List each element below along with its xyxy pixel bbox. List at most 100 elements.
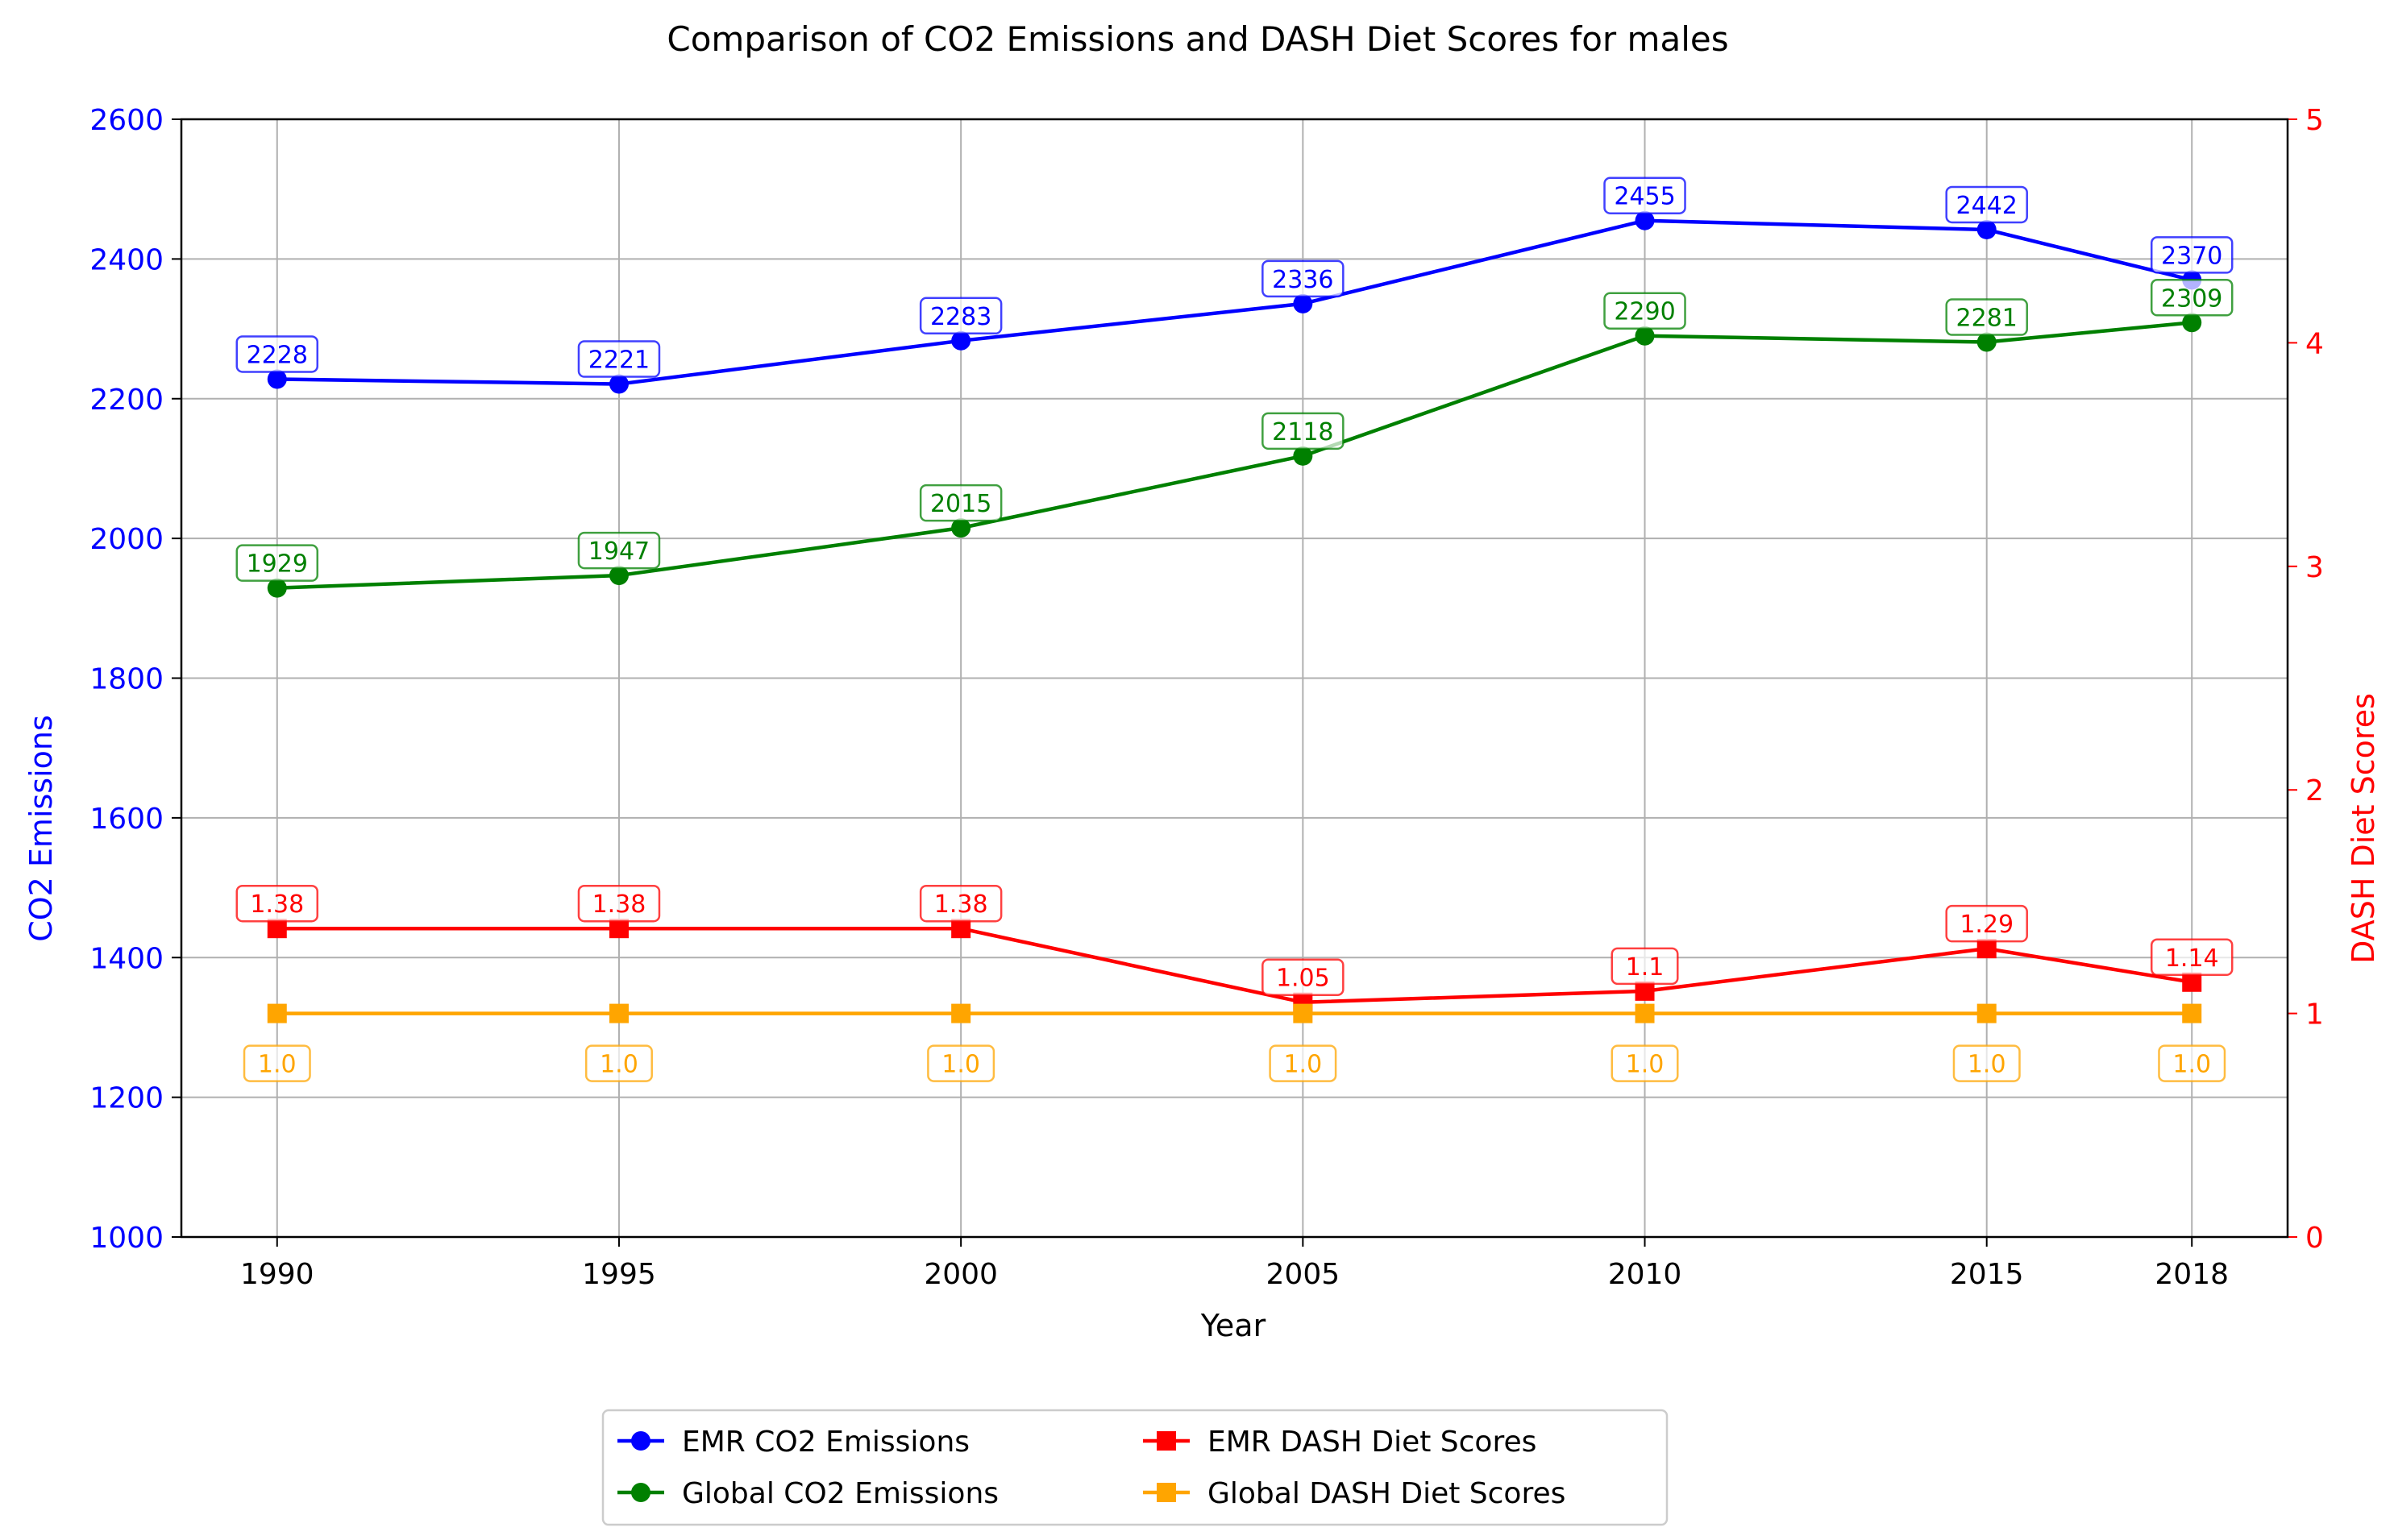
- data-label-box: [927, 1044, 995, 1082]
- data-label: 1.0: [927, 1044, 995, 1082]
- data-label-box: [919, 884, 1003, 923]
- x-tick-label: 2015: [1950, 1258, 2024, 1291]
- legend-label: EMR CO2 Emissions: [682, 1426, 970, 1459]
- right-y-tick-label: 5: [2305, 104, 2324, 137]
- legend-label: EMR DASH Diet Scores: [1207, 1426, 1536, 1459]
- data-label: 1929: [235, 544, 319, 582]
- right-y-axis-label: DASH Diet Scores: [2346, 693, 2381, 964]
- data-label-box: [1261, 259, 1345, 298]
- data-point: [1293, 1003, 1313, 1023]
- data-label-box: [243, 1044, 311, 1082]
- data-label-text: 2290: [1614, 298, 1675, 326]
- data-label: 2283: [919, 297, 1003, 335]
- data-label-box: [577, 340, 661, 378]
- data-label-box: [919, 484, 1003, 522]
- data-labels: 2228 2221 2283 2336 2455 2442 2370 1929 1947 2015…: [235, 176, 2234, 1082]
- data-point: [609, 1003, 629, 1023]
- data-point: [2182, 313, 2202, 333]
- axes: 1990 1995 2000 2005 2010 2015 2018100012001400…: [89, 104, 2324, 1291]
- x-tick-label: 2005: [1266, 1258, 1340, 1291]
- data-label-text: 1.0: [1968, 1051, 2006, 1079]
- data-label: 2228: [235, 335, 319, 373]
- data-point: [951, 1003, 971, 1023]
- data-label-box: [1952, 1044, 2021, 1082]
- data-label-box: [2158, 1044, 2226, 1082]
- data-label-box: [1261, 412, 1345, 450]
- legend-label: Global DASH Diet Scores: [1207, 1477, 1565, 1510]
- data-point: [1635, 981, 1655, 1001]
- data-label-text: 1.0: [258, 1051, 297, 1079]
- data-label-text: 2221: [588, 347, 650, 375]
- data-point: [1635, 326, 1655, 346]
- data-point: [1635, 210, 1655, 230]
- data-label-box: [1945, 904, 2028, 943]
- data-label-text: 1.0: [2172, 1051, 2211, 1079]
- data-label-text: 1947: [588, 538, 650, 566]
- data-label-box: [2150, 236, 2234, 274]
- legend-entry: EMR DASH Diet Scores: [1143, 1426, 1536, 1459]
- left-y-tick-label: 2200: [89, 384, 164, 417]
- data-point: [267, 369, 287, 389]
- legend-swatch-marker: [631, 1431, 650, 1451]
- x-tick-label: 1995: [582, 1258, 656, 1291]
- data-label-text: 2455: [1614, 183, 1675, 211]
- data-label: 1.29: [1945, 904, 2028, 943]
- legend-label: Global CO2 Emissions: [682, 1477, 999, 1510]
- left-y-tick-label: 1200: [89, 1082, 164, 1115]
- data-label-text: 1.38: [592, 890, 646, 919]
- data-label-text: 2309: [2161, 284, 2222, 313]
- data-label-text: 2336: [1272, 266, 1333, 294]
- left-y-tick-label: 2600: [89, 104, 164, 137]
- data-point: [951, 330, 971, 351]
- legend-entry: Global CO2 Emissions: [617, 1477, 999, 1510]
- data-label-box: [577, 884, 661, 923]
- data-label-box: [235, 884, 319, 923]
- left-y-tick-label: 1400: [89, 942, 164, 975]
- data-label-text: 2015: [930, 490, 991, 518]
- right-y-tick-label: 1: [2305, 998, 2324, 1032]
- data-label: 1.38: [919, 884, 1003, 923]
- data-label-box: [577, 531, 661, 570]
- data-label: 1.14: [2150, 938, 2234, 977]
- data-point: [1976, 219, 1997, 239]
- left-y-tick-label: 2000: [89, 523, 164, 556]
- data-label-text: 1.29: [1960, 911, 2014, 939]
- data-point: [1293, 293, 1313, 313]
- data-label: 2221: [577, 340, 661, 378]
- right-y-tick-label: 3: [2305, 551, 2324, 584]
- data-label: 1.0: [1269, 1044, 1337, 1082]
- data-label-box: [1611, 947, 1679, 986]
- data-label: 2309: [2150, 279, 2234, 317]
- data-point: [609, 374, 629, 394]
- series-lines: [267, 210, 2202, 1023]
- x-axis-label: Year: [1200, 1308, 1266, 1343]
- right-y-tick-label: 0: [2305, 1222, 2324, 1255]
- data-label-text: 1.0: [600, 1051, 638, 1079]
- left-y-tick-label: 1600: [89, 803, 164, 836]
- data-label-box: [235, 335, 319, 373]
- data-label: 1.0: [243, 1044, 311, 1082]
- legend-entry: EMR CO2 Emissions: [617, 1426, 970, 1459]
- data-point: [267, 578, 287, 598]
- data-point: [951, 518, 971, 538]
- data-label-box: [1945, 185, 2028, 224]
- data-label: 1.38: [577, 884, 661, 923]
- right-y-tick-label: 2: [2305, 774, 2324, 807]
- right-y-tick-label: 4: [2305, 327, 2324, 360]
- left-y-tick-label: 1800: [89, 663, 164, 696]
- data-point: [2182, 1003, 2202, 1023]
- data-point: [1976, 1003, 1997, 1023]
- data-label-text: 2283: [930, 303, 991, 331]
- x-tick-label: 1990: [240, 1258, 314, 1291]
- data-label: 2442: [1945, 185, 2028, 224]
- data-label-text: 1.38: [934, 890, 988, 919]
- data-label-box: [1269, 1044, 1337, 1082]
- legend-swatch-marker: [1157, 1483, 1176, 1502]
- data-label-text: 1.1: [1626, 953, 1665, 982]
- data-label-text: 1.14: [2165, 944, 2219, 973]
- chart-title: Comparison of CO2 Emissions and DASH Die…: [667, 19, 1728, 59]
- legend-swatch-marker: [1157, 1431, 1176, 1451]
- data-label-text: 1.05: [1276, 965, 1330, 993]
- data-label: 1.1: [1611, 947, 1679, 986]
- left-y-tick-label: 1000: [89, 1222, 164, 1255]
